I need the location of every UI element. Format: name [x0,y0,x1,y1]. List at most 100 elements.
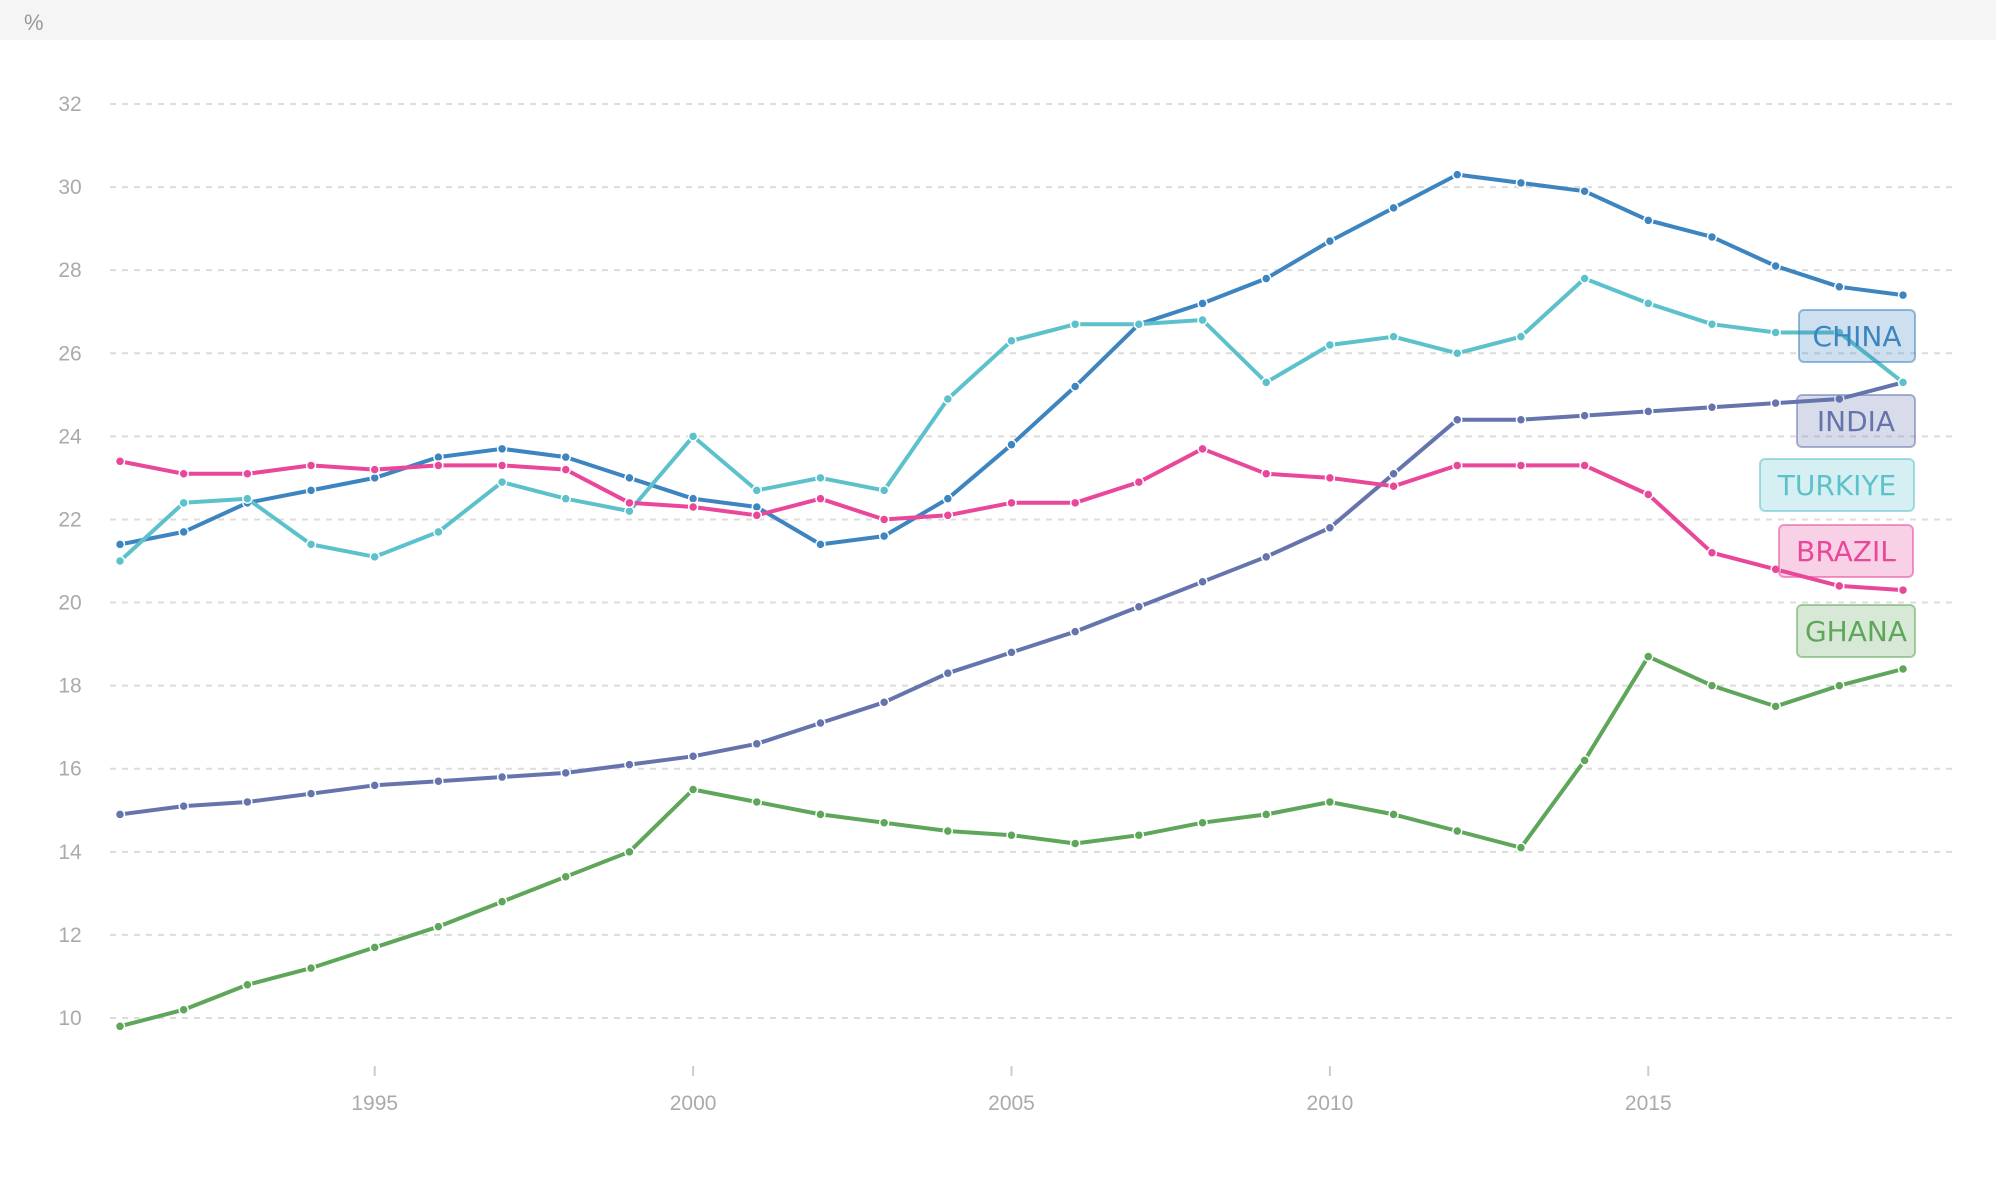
data-point-india-1991 [114,809,126,820]
data-point-india-2002 [815,717,826,729]
data-point-china-2013 [1515,177,1527,189]
x-tick-label-1995: 1995 [351,1092,398,1115]
data-point-turkiye-1994 [305,539,317,550]
y-tick-label-32: 32 [58,93,81,116]
y-tick-label-20: 20 [58,592,81,615]
data-point-turkiye-1991 [114,555,126,567]
data-point-brazil-2009 [1260,468,1272,480]
data-point-ghana-2012 [1452,825,1463,837]
data-point-china-1999 [624,472,635,484]
data-point-turkiye-1992 [178,497,189,509]
data-point-brazil-2002 [815,493,826,504]
data-point-india-1992 [178,800,189,812]
data-point-turkiye-1998 [560,493,571,504]
data-point-brazil-2003 [878,514,890,525]
data-point-ghana-2003 [878,817,890,828]
data-point-brazil-1993 [242,468,253,480]
data-point-china-1998 [560,451,571,463]
data-point-turkiye-2019 [1897,377,1909,388]
data-point-ghana-2018 [1834,680,1845,691]
data-point-brazil-2010 [1324,472,1336,484]
data-point-turkiye-2009 [1260,377,1272,388]
series-lines [114,169,1909,1032]
data-point-china-2006 [1069,381,1081,392]
x-tick-label-2000: 2000 [670,1092,717,1115]
y-tick-label-22: 22 [58,508,81,531]
data-point-china-2018 [1834,281,1845,293]
data-point-brazil-1998 [560,464,571,475]
data-point-brazil-2018 [1834,580,1845,592]
data-point-india-2017 [1770,397,1781,409]
data-point-turkiye-2012 [1452,348,1463,359]
data-point-ghana-2016 [1706,680,1718,691]
data-point-china-1991 [114,539,126,550]
data-point-china-2004 [942,493,954,504]
data-point-turkiye-2015 [1643,298,1654,309]
data-point-ghana-2000 [687,784,699,795]
data-point-turkiye-2014 [1579,273,1590,284]
data-point-ghana-1995 [369,942,380,953]
data-point-ghana-2017 [1770,701,1781,712]
data-point-brazil-1994 [305,460,317,471]
y-tick-label-12: 12 [58,924,81,947]
data-point-turkiye-2004 [942,393,954,405]
data-point-india-2006 [1069,626,1081,637]
data-point-ghana-2004 [942,825,954,837]
data-point-turkiye-2016 [1706,318,1718,330]
series-labels: CHINA INDIA TURKIYE BRAZIL GHANA [1759,309,1916,658]
x-tick-label-2015: 2015 [1625,1092,1672,1115]
data-point-ghana-1991 [114,1021,126,1032]
data-point-brazil-2017 [1770,564,1781,575]
series-line-ghana [118,654,1905,1029]
data-point-ghana-2013 [1515,842,1527,853]
data-point-brazil-2014 [1579,460,1590,471]
data-point-india-2014 [1579,410,1590,421]
data-point-turkiye-2002 [815,472,826,484]
data-point-china-1997 [496,443,508,455]
series-label-turkiye: TURKIYE [1759,458,1915,512]
data-point-turkiye-2007 [1133,318,1145,330]
data-point-brazil-1991 [114,456,126,467]
series-label-box-india [1796,394,1916,448]
data-point-brazil-2004 [942,510,954,521]
data-point-brazil-2016 [1706,547,1718,558]
data-point-ghana-1997 [496,896,508,907]
data-point-turkiye-1995 [369,551,380,563]
data-point-india-1994 [305,788,317,799]
data-point-turkiye-2008 [1197,314,1208,326]
data-point-ghana-2011 [1388,809,1399,820]
data-point-turkiye-2001 [751,485,763,496]
series-label-box-china [1798,309,1916,363]
data-point-turkiye-2013 [1515,331,1527,342]
data-point-brazil-2008 [1197,443,1208,455]
data-point-china-2011 [1388,202,1399,214]
series-label-brazil: BRAZIL [1778,524,1914,578]
data-point-ghana-2015 [1643,651,1654,662]
data-point-india-1998 [560,767,571,779]
data-point-turkiye-2006 [1069,318,1081,330]
data-point-china-2015 [1643,215,1654,226]
data-point-ghana-1992 [178,1004,189,1015]
series-label-box-brazil [1778,524,1914,578]
data-point-ghana-2019 [1897,663,1909,675]
data-point-ghana-2002 [815,809,826,820]
data-point-china-2008 [1197,298,1208,309]
data-point-ghana-2001 [751,796,763,808]
data-point-turkiye-1997 [496,476,508,488]
series-label-text-india: INDIA [1817,405,1895,438]
data-point-brazil-1995 [369,464,380,475]
data-point-brazil-2013 [1515,460,1527,471]
data-point-china-2019 [1897,289,1909,301]
data-point-india-2010 [1324,522,1336,534]
grid-lines [110,103,1958,1019]
y-tick-label-28: 28 [58,259,81,282]
data-point-india-1996 [433,775,444,787]
top-bar [0,0,1996,40]
data-point-india-1999 [624,759,635,770]
data-point-china-1994 [305,485,317,496]
y-tick-label-30: 30 [58,176,81,199]
data-point-china-2005 [1006,439,1017,450]
data-point-ghana-1996 [433,921,444,932]
